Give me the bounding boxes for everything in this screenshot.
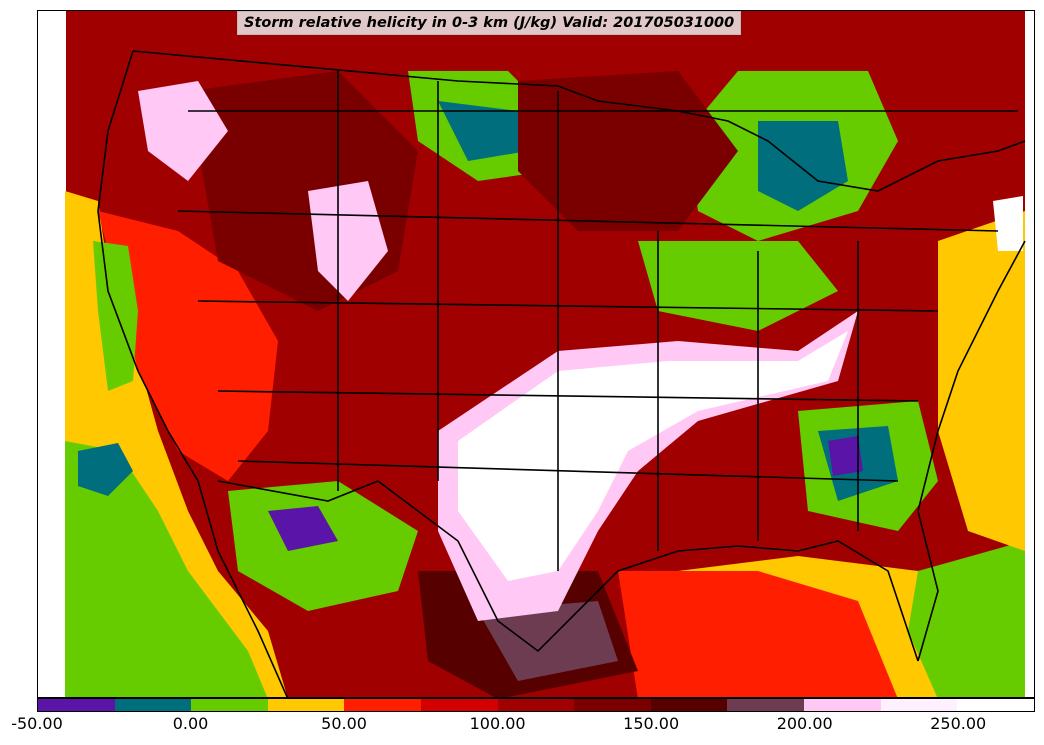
southeast-purple-zone	[828, 436, 863, 476]
southwest-purple-zone	[268, 506, 338, 551]
atlantic-yellow-zone	[938, 211, 1025, 551]
east-coastline	[917, 240, 1026, 662]
eastern-blank-strip	[1025, 11, 1034, 697]
colorbar-segment	[727, 699, 805, 711]
pacific-teal-patch	[78, 443, 133, 496]
colorbar-segment	[804, 699, 881, 711]
state-line-8	[177, 210, 999, 232]
west-coastline	[97, 50, 288, 697]
colorbar-segment	[880, 699, 958, 711]
rockies-pink-patch	[308, 181, 388, 301]
southern-plains-white-core	[458, 331, 848, 581]
northwest-pink-patch	[138, 81, 228, 181]
colorbar	[37, 698, 1035, 712]
colorbar-segment	[650, 699, 728, 711]
colorbar-segment	[957, 699, 1034, 711]
colorbar-tick-label: 250.00	[930, 714, 987, 733]
state-line-10	[217, 390, 919, 402]
colorbar-segment	[38, 699, 115, 711]
map-panel	[37, 10, 1035, 698]
colorbar-tick-label: 100.00	[469, 714, 526, 733]
colorbar-segment	[574, 699, 651, 711]
west-red-zone	[98, 211, 278, 481]
northeast-white-patch	[993, 196, 1023, 251]
colorbar-segment	[267, 699, 345, 711]
map-title: Storm relative helicity in 0-3 km (J/kg)…	[237, 11, 742, 35]
helicity-map	[38, 11, 1034, 697]
western-blank-strip	[38, 11, 66, 697]
gulf-green-zone	[908, 541, 1025, 697]
political-borders	[97, 50, 1026, 697]
great-lakes-teal-zone	[758, 121, 848, 211]
us-mexico-border	[217, 480, 579, 653]
pacific-green-zone	[65, 441, 268, 697]
colorbar-segment	[344, 699, 422, 711]
colorbar-tick-label: 150.00	[623, 714, 680, 733]
colorbar-segment	[114, 699, 192, 711]
colorbar-tick-label: -50.00	[11, 714, 63, 733]
colorbar-tick-label: 50.00	[321, 714, 367, 733]
west-green-band	[93, 241, 138, 391]
colorbar-tick-label: 200.00	[776, 714, 833, 733]
colorbar-segment	[191, 699, 268, 711]
state-line-9	[197, 300, 939, 312]
state-line-11	[237, 460, 899, 482]
us-canada-border	[132, 50, 1026, 192]
gulf-coastline	[577, 540, 919, 662]
northern-plains-teal-zone	[438, 101, 528, 161]
colorbar-tick-label: 0.00	[172, 714, 209, 733]
colorbar-segment	[497, 699, 575, 711]
colorbar-segment	[421, 699, 498, 711]
gulf-red-zone	[618, 571, 898, 697]
